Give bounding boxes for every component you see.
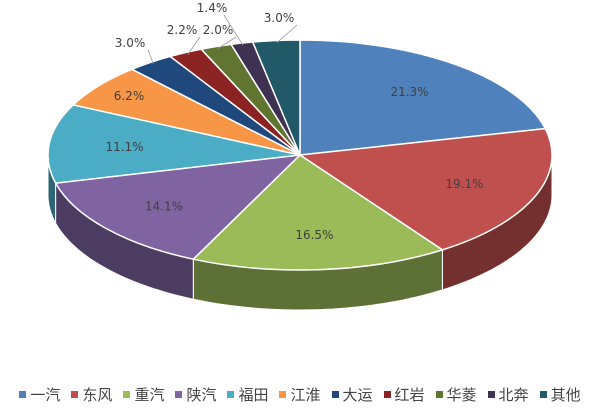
data-label-2: 16.5% (295, 228, 333, 242)
data-label-5: 6.2% (114, 89, 145, 103)
legend-swatch (435, 391, 443, 398)
legend-item-北奔: 北奔 (487, 384, 529, 405)
leader-line-6 (147, 49, 154, 65)
legend-item-东风: 东风 (71, 384, 112, 405)
legend-swatch (539, 391, 547, 398)
legend-swatch (383, 391, 391, 398)
legend: 一汽 东风 重汽 陕汽 福田 江淮 大运 红岩 华菱 北奔 其他 (0, 384, 600, 405)
legend-item-重汽: 重汽 (123, 384, 164, 405)
data-label-9: 1.4% (197, 1, 228, 15)
pie-slice-东风 (297, 127, 553, 251)
pie-chart: 21.3% 19.1% 16.5% 14.1% 11.1% 6.2% 3.0% 2.2% 2.0… (47, 1, 553, 311)
legend-label: 陕汽 (186, 386, 217, 404)
legend-swatch (175, 391, 183, 398)
legend-label: 其他 (550, 386, 581, 404)
legend-swatch (279, 391, 287, 398)
pie-slice-重汽 (191, 154, 445, 271)
legend-label: 东风 (82, 386, 113, 404)
legend-swatch (331, 391, 339, 398)
data-label-1: 19.1% (445, 177, 483, 191)
pie-slice-陕汽 (54, 154, 303, 261)
data-label-0: 21.3% (390, 85, 428, 99)
legend-swatch (71, 391, 79, 398)
legend-label: 红岩 (394, 386, 425, 404)
legend-item-福田: 福田 (227, 384, 268, 405)
legend-label: 北奔 (498, 386, 529, 404)
legend-label: 重汽 (134, 386, 165, 404)
legend-item-一汽: 一汽 (19, 384, 60, 405)
legend-item-江淮: 江淮 (279, 384, 321, 405)
data-label-4: 11.1% (105, 140, 143, 154)
legend-label: 一汽 (30, 386, 61, 404)
data-label-3: 14.1% (145, 199, 183, 213)
legend-swatch (123, 391, 131, 398)
legend-label: 大运 (342, 386, 373, 404)
pie-slice-一汽 (299, 39, 547, 156)
pie-slice-福田 (47, 104, 301, 184)
legend-item-华菱: 华菱 (435, 384, 477, 405)
data-label-8: 2.0% (203, 23, 234, 37)
data-label-6: 3.0% (115, 36, 146, 50)
data-label-10: 3.0% (264, 11, 295, 25)
legend-swatch (227, 391, 235, 398)
legend-item-陕汽: 陕汽 (175, 384, 216, 405)
data-label-7: 2.2% (167, 23, 198, 37)
legend-swatch (19, 391, 27, 398)
legend-item-其他: 其他 (539, 384, 581, 405)
pie-slice-其他 (251, 39, 301, 156)
legend-item-大运: 大运 (331, 384, 373, 405)
leader-line-9 (223, 14, 244, 46)
legend-label: 江淮 (290, 386, 321, 404)
legend-item-红岩: 红岩 (383, 384, 425, 405)
leader-line-8 (217, 36, 237, 50)
leader-line-7 (187, 36, 201, 55)
legend-swatch (487, 391, 495, 398)
legend-label: 福田 (238, 386, 269, 404)
leader-line-10 (276, 24, 298, 44)
legend-label: 华菱 (446, 386, 477, 404)
